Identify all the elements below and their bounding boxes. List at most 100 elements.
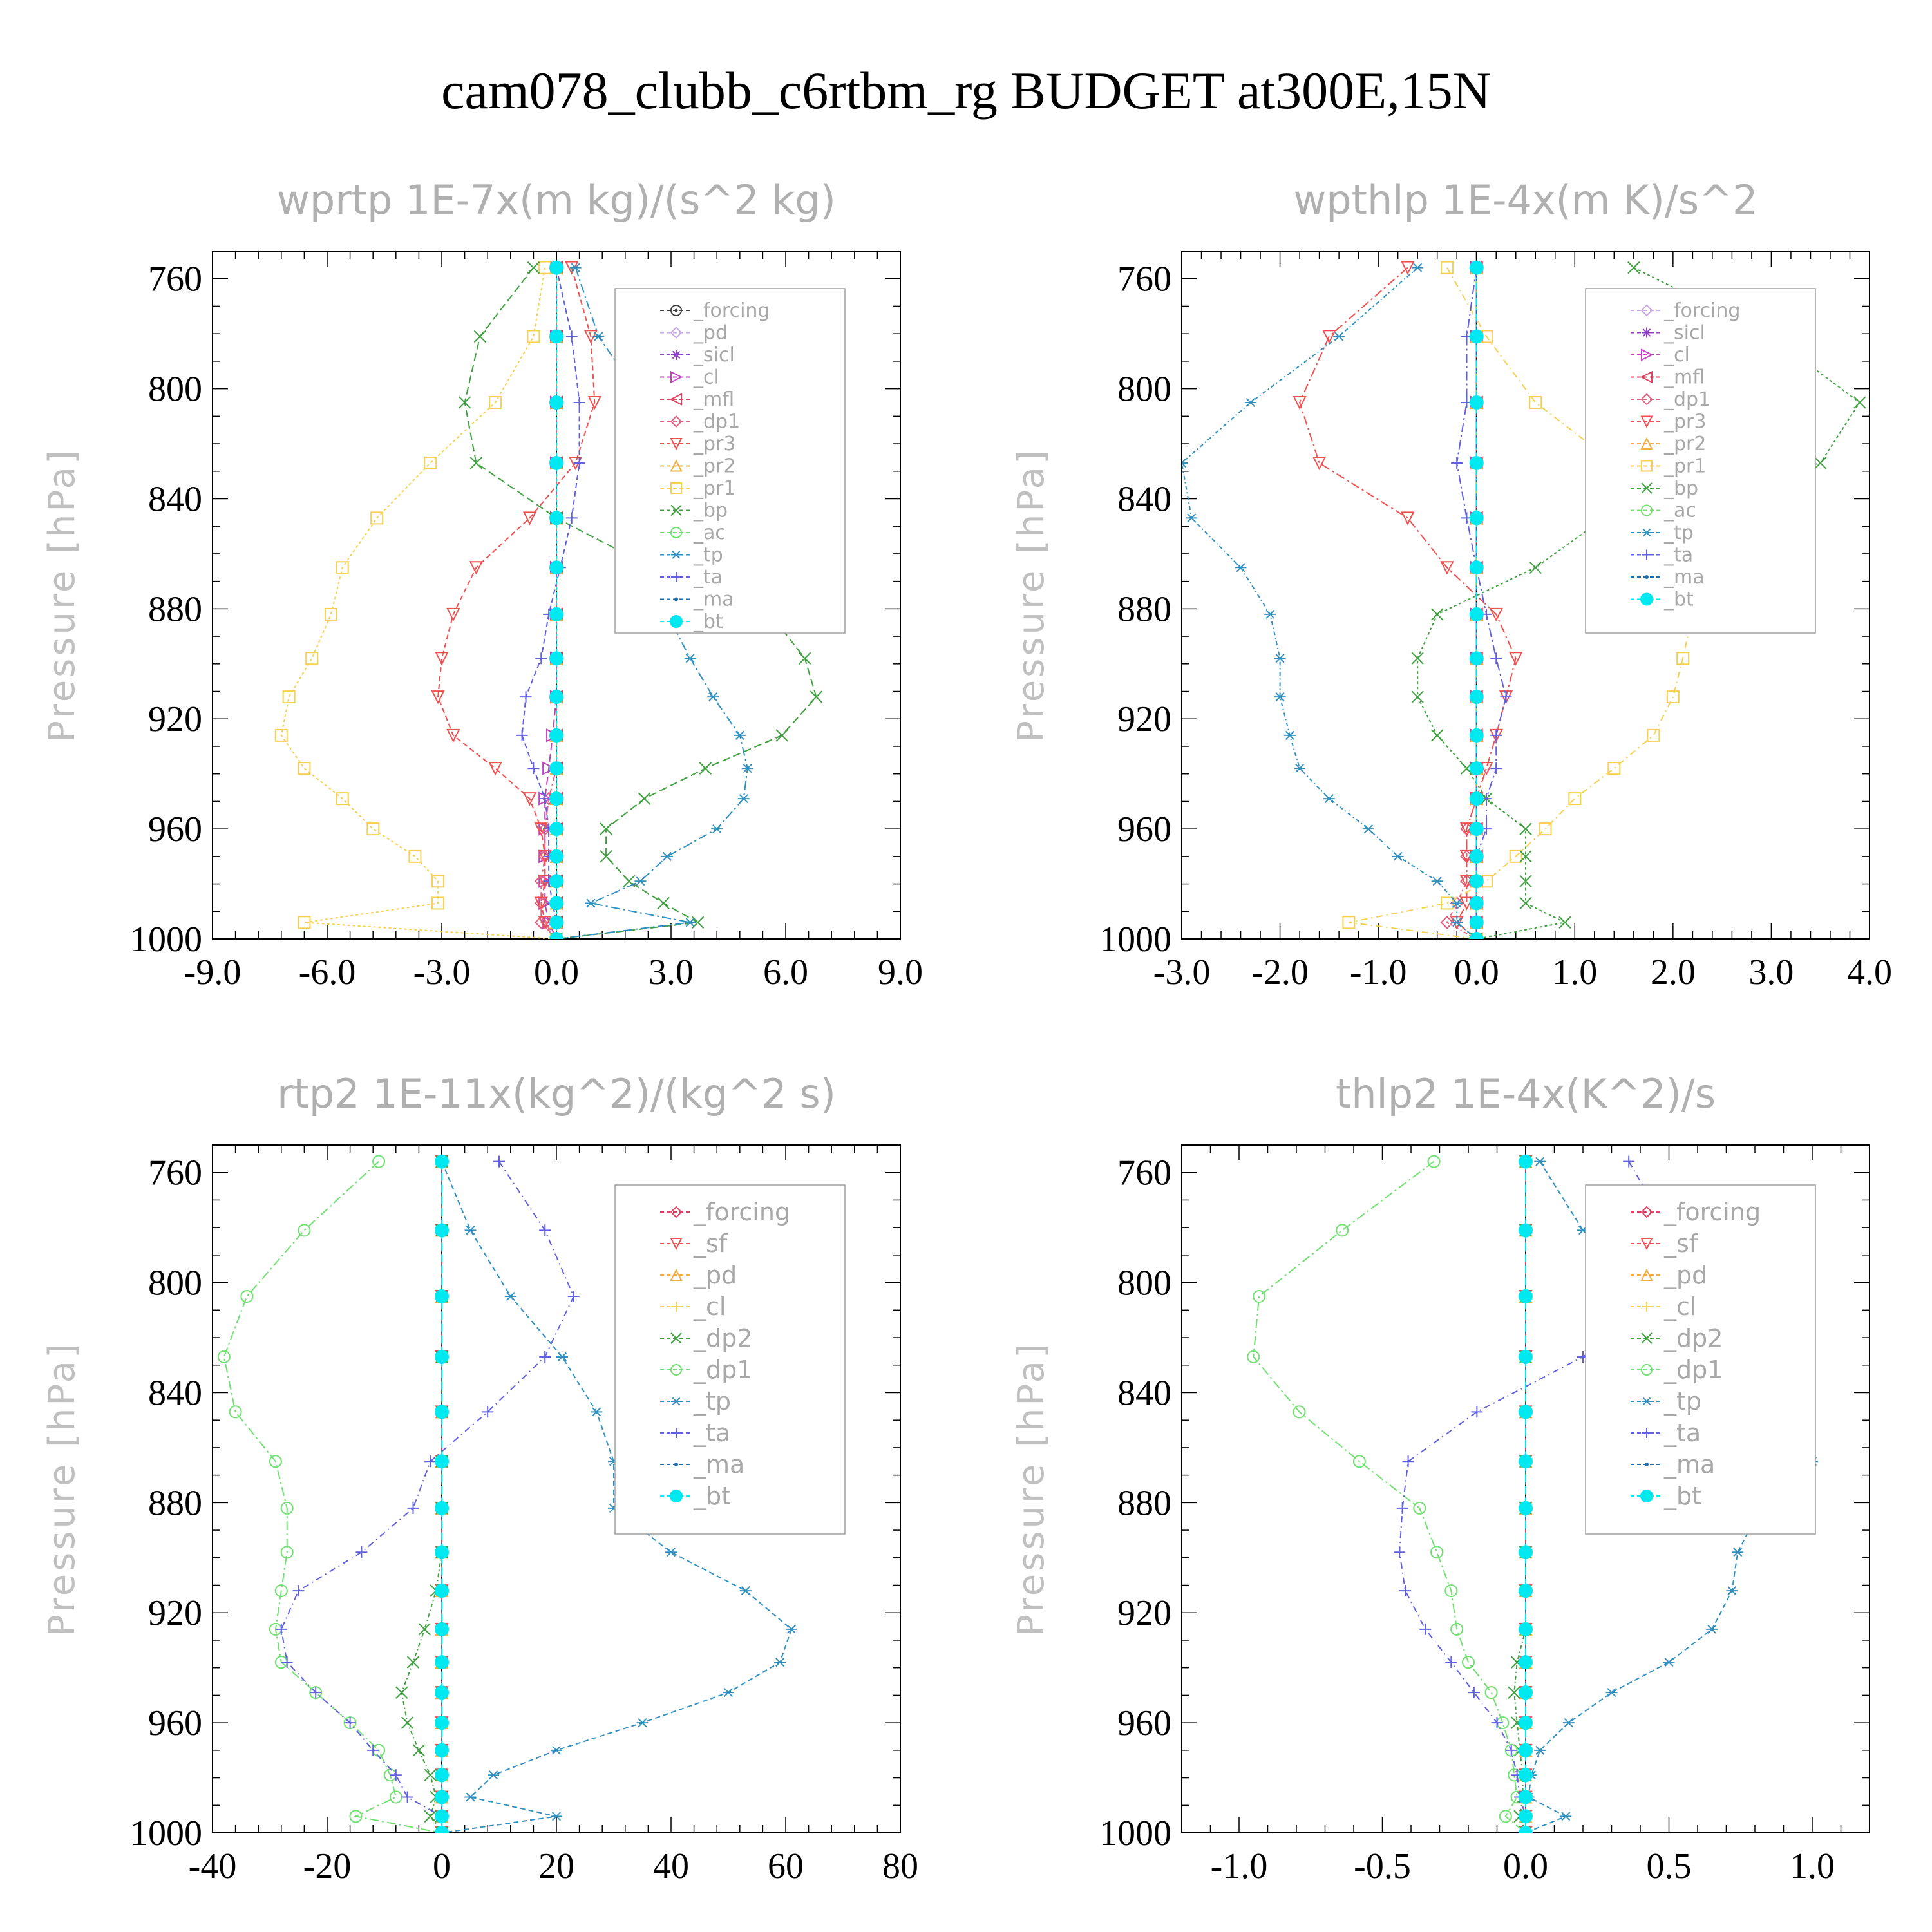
legend-marker	[670, 615, 683, 628]
legend-label: _cl	[693, 1293, 726, 1321]
data-point	[298, 916, 311, 929]
data-point	[1430, 729, 1444, 742]
series-ta	[275, 1155, 580, 1833]
data-point	[542, 761, 556, 775]
data-point	[774, 1658, 786, 1667]
data-point	[493, 1155, 505, 1168]
legend-marker	[674, 597, 678, 601]
data-point	[1274, 654, 1286, 663]
y-tick-label: 1000	[1099, 920, 1171, 960]
data-point	[549, 607, 564, 621]
y-tick-label: 840	[148, 479, 202, 519]
data-point	[527, 261, 540, 274]
data-point	[1469, 329, 1484, 344]
data-point	[344, 1717, 356, 1729]
data-point	[324, 607, 337, 621]
data-point	[527, 330, 540, 343]
data-point	[336, 792, 349, 806]
data-point	[269, 1455, 282, 1468]
data-point	[1430, 1546, 1444, 1559]
data-point	[435, 1501, 449, 1515]
data-point	[549, 329, 564, 344]
legend-entry: _ma	[1631, 1450, 1715, 1479]
legend-marker	[1640, 437, 1653, 450]
data-point	[538, 916, 552, 930]
data-point	[549, 791, 564, 806]
data-point	[549, 932, 564, 939]
legend-marker	[1641, 504, 1653, 516]
legend: _forcing_pd_sicl_cl_mfl_dp1_pr3_pr2_pr1_…	[614, 288, 846, 634]
x-tick-label: 3.0	[1748, 952, 1794, 992]
data-point	[488, 762, 502, 776]
legend-marker	[671, 551, 681, 559]
legend-label: _dp2	[1663, 1324, 1723, 1352]
y-tick-label: 960	[1117, 810, 1171, 849]
data-point	[1342, 916, 1356, 929]
tick-marks	[212, 1144, 901, 1833]
data-point	[366, 822, 380, 836]
legend-entry: _pr3	[660, 433, 735, 455]
data-point	[305, 652, 319, 665]
data-point	[407, 1502, 419, 1514]
x-tick-label: -2.0	[1251, 952, 1309, 992]
tick-marks	[212, 251, 901, 940]
y-tick-label: 840	[148, 1373, 202, 1413]
data-point	[1333, 332, 1345, 341]
legend-marker	[1642, 549, 1652, 560]
y-tick-label: 800	[148, 370, 202, 410]
plot-area	[217, 1154, 797, 1833]
data-point	[684, 918, 696, 927]
y-tick-label: 760	[1117, 1153, 1171, 1193]
data-point	[739, 1586, 752, 1596]
data-point	[1853, 396, 1866, 409]
data-point	[1519, 1809, 1533, 1824]
x-tick-label: -9.0	[184, 952, 242, 992]
data-point	[1469, 761, 1484, 776]
legend-marker	[1641, 460, 1653, 472]
data-point	[1401, 511, 1415, 526]
data-point	[1411, 652, 1424, 665]
data-point	[217, 1350, 231, 1363]
data-point	[1182, 458, 1188, 468]
data-point	[1490, 729, 1502, 741]
legend-label: _tp	[1663, 522, 1694, 544]
data-point	[1419, 1623, 1432, 1635]
legend-label: _cl	[693, 366, 719, 389]
data-point	[1469, 560, 1484, 575]
legend-marker	[670, 504, 682, 516]
series-line	[1182, 267, 1477, 939]
data-point	[1647, 728, 1660, 742]
data-point	[1362, 824, 1374, 834]
legend-entry: _bt	[660, 1482, 731, 1510]
data-point	[1519, 1655, 1533, 1670]
data-point	[549, 455, 564, 470]
legend-entry: _forcing	[660, 1198, 790, 1226]
data-point	[469, 561, 484, 575]
legend-entry: _tp	[1631, 1387, 1701, 1416]
data-point	[435, 1826, 449, 1833]
legend-label: _bt	[693, 611, 723, 633]
y-tick-label: 920	[1117, 699, 1171, 739]
data-point	[549, 874, 564, 889]
data-point	[549, 395, 564, 410]
data-point	[723, 1688, 734, 1698]
data-point	[435, 1809, 449, 1824]
legend-entry: _pr1	[1631, 455, 1706, 478]
series-line	[556, 267, 748, 939]
legend-marker	[1640, 1490, 1653, 1502]
legend-entry: _sf	[660, 1229, 728, 1258]
data-point	[446, 728, 460, 743]
data-point	[549, 822, 564, 837]
data-point	[638, 792, 651, 805]
data-point	[565, 330, 578, 343]
legend-marker	[671, 1428, 681, 1438]
data-point	[1469, 511, 1484, 526]
legend-label: _cl	[1663, 344, 1690, 366]
data-point	[435, 1685, 449, 1700]
legend-marker	[670, 327, 683, 339]
series-line	[280, 267, 557, 939]
data-point	[549, 728, 564, 743]
legend-marker	[1642, 1397, 1652, 1406]
legend-entry: _ac	[660, 522, 726, 544]
legend-label: _mfl	[693, 388, 734, 411]
